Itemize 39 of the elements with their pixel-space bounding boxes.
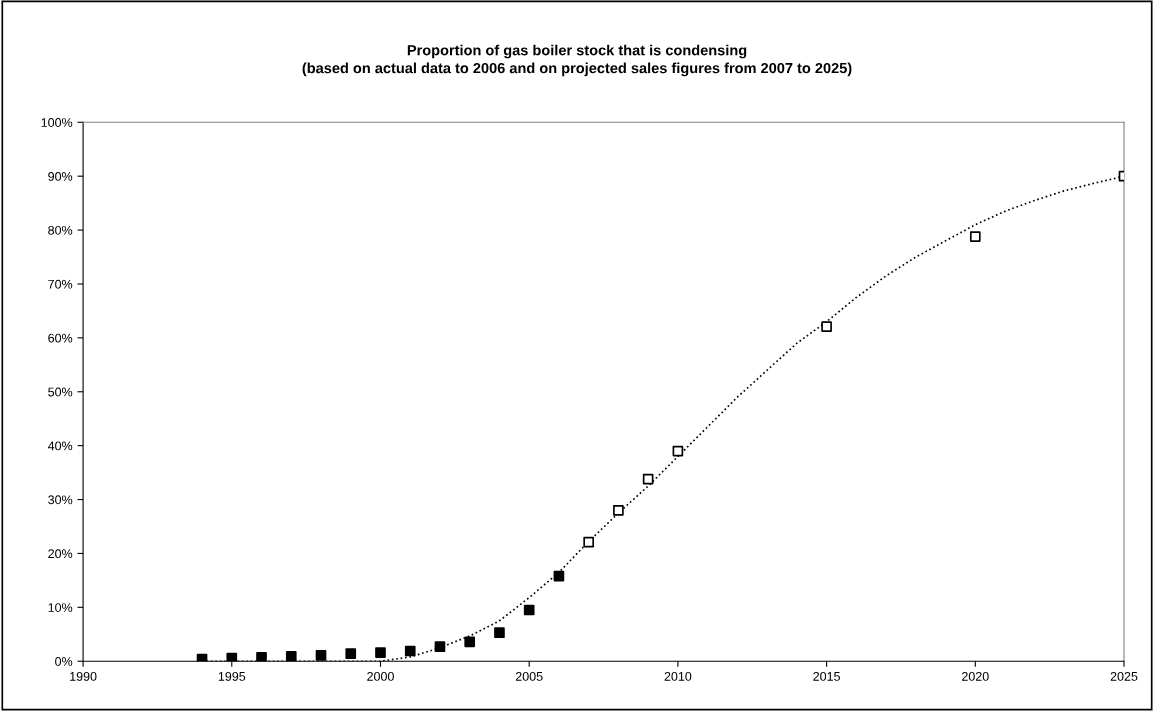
y-tick-label: 0% — [55, 657, 73, 666]
point — [256, 652, 267, 662]
point — [642, 473, 654, 485]
point — [494, 627, 505, 639]
point — [196, 653, 208, 662]
x-tick-label: 2010 — [664, 671, 692, 681]
point — [553, 570, 565, 582]
y-tick-label: 10% — [48, 603, 73, 612]
point — [226, 652, 238, 662]
x-tick-label: 2020 — [962, 671, 989, 681]
point — [315, 649, 327, 661]
chart-title: Proportion of gas boiler stock that is condensing (based on actual data to 2006 and on projected sales figures from 2007 to 2025) — [302, 44, 852, 77]
point — [583, 536, 595, 548]
y-tick-label: 100% — [41, 118, 73, 127]
x-tick-label: 2015 — [813, 671, 840, 681]
y-tick-label: 40% — [47, 441, 73, 451]
point — [969, 231, 981, 242]
y-tick-label: 70% — [48, 279, 73, 289]
y-tick-label: 60% — [48, 333, 73, 343]
point — [404, 645, 416, 657]
point — [345, 648, 357, 660]
y-tick-label: 30% — [48, 495, 73, 505]
x-tick-label: 1990 — [70, 671, 97, 681]
point — [613, 504, 624, 516]
x-tick-label: 2000 — [367, 671, 394, 681]
point — [285, 651, 297, 662]
point — [464, 636, 476, 648]
y-tick-label: 90% — [48, 171, 73, 181]
point — [434, 641, 446, 653]
x-tick-label: 2025 — [1110, 671, 1138, 681]
x-tick-label: 1995 — [218, 671, 246, 681]
point — [375, 647, 386, 658]
x-tick-label: 2005 — [515, 671, 543, 681]
point — [821, 321, 832, 332]
point — [672, 445, 684, 457]
y-tick-label: 50% — [48, 387, 73, 397]
y-tick-label: 80% — [48, 225, 73, 235]
point — [523, 604, 535, 616]
y-tick-label: 20% — [48, 549, 73, 559]
